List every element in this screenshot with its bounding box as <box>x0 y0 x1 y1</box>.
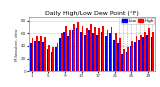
Bar <box>132 41 133 71</box>
Bar <box>52 47 54 71</box>
Bar <box>144 32 146 71</box>
Bar <box>48 45 50 71</box>
Bar <box>61 33 63 71</box>
Bar <box>59 38 61 71</box>
Title: Daily High/Low Dew Point (°F): Daily High/Low Dew Point (°F) <box>45 11 139 16</box>
Bar <box>109 33 111 71</box>
Bar <box>72 30 73 71</box>
Bar <box>142 37 144 71</box>
Bar <box>152 32 154 71</box>
Bar <box>67 36 69 71</box>
Bar <box>40 36 42 71</box>
Bar <box>121 54 123 71</box>
Bar <box>146 35 148 71</box>
Bar <box>34 41 36 71</box>
Bar <box>130 46 132 71</box>
Bar <box>80 32 82 71</box>
Bar <box>38 41 40 71</box>
Bar <box>47 49 48 71</box>
Bar <box>86 28 88 71</box>
Bar <box>136 36 137 71</box>
Bar <box>42 41 44 71</box>
Bar <box>77 22 79 71</box>
Bar <box>134 42 136 71</box>
Bar <box>111 27 112 71</box>
Bar <box>113 40 115 71</box>
Bar <box>92 33 94 71</box>
Bar <box>151 37 152 71</box>
Bar <box>73 24 75 71</box>
Bar <box>76 28 77 71</box>
Bar <box>32 38 33 71</box>
Bar <box>51 52 52 71</box>
Bar <box>96 35 98 71</box>
Bar <box>140 35 142 71</box>
Bar <box>107 30 108 71</box>
Bar <box>126 52 127 71</box>
Bar <box>127 47 129 71</box>
Bar <box>102 26 104 71</box>
Bar <box>65 26 67 71</box>
Bar <box>30 43 32 71</box>
Legend: Low, High: Low, High <box>121 18 154 24</box>
Bar <box>123 49 125 71</box>
Bar <box>105 36 107 71</box>
Bar <box>98 28 100 71</box>
Bar <box>84 35 86 71</box>
Bar <box>36 36 38 71</box>
Bar <box>117 43 119 71</box>
Bar <box>94 27 96 71</box>
Y-axis label: Milwaukee, dew: Milwaukee, dew <box>15 28 19 61</box>
Bar <box>57 43 58 71</box>
Bar <box>63 32 65 71</box>
Bar <box>119 38 121 71</box>
Bar <box>148 28 150 71</box>
Bar <box>82 26 83 71</box>
Bar <box>115 33 117 71</box>
Bar <box>101 32 102 71</box>
Bar <box>90 24 92 71</box>
Bar <box>55 47 57 71</box>
Bar <box>69 30 71 71</box>
Bar <box>138 40 140 71</box>
Bar <box>44 37 46 71</box>
Bar <box>88 30 90 71</box>
